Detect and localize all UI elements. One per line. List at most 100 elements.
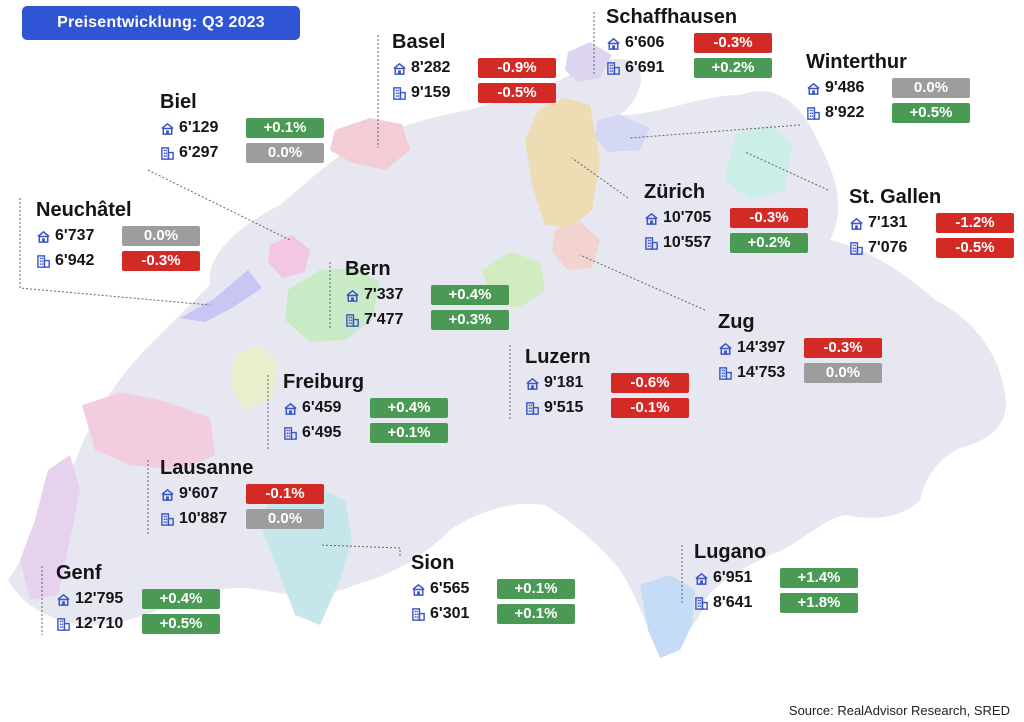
city-label-neuch-tel: Neuchâtel 6'737 0.0% 6'942 -0.3% <box>36 198 200 272</box>
city-label-bern: Bern 7'337 +0.4% 7'477 +0.3% <box>345 257 509 331</box>
apartment-change-badge: -0.5% <box>478 83 556 103</box>
apartment-price-row: 10'557 <box>644 232 711 254</box>
house-price: 9'486 <box>825 79 865 96</box>
city-name: Freiburg <box>283 371 365 393</box>
apartment-price-row: 12'710 <box>56 613 123 635</box>
city-label-sion: Sion 6'565 +0.1% 6'301 +0.1% <box>411 551 575 625</box>
canton-st-gallen <box>268 235 310 278</box>
house-change-badge: -0.1% <box>246 484 324 504</box>
canton-z-rich <box>725 125 792 200</box>
leader-line <box>744 151 829 191</box>
apartment-price-row: 6'691 <box>606 57 737 79</box>
apartment-change-badge: +0.2% <box>694 58 772 78</box>
apartment-price: 6'942 <box>55 252 95 269</box>
house-change-badge: +1.4% <box>780 568 858 588</box>
apartment-building-icon <box>161 146 174 160</box>
house-price-row: 7'131 <box>849 212 941 234</box>
house-price: 6'606 <box>625 34 665 51</box>
house-icon <box>346 289 359 302</box>
house-price-row: 9'486 <box>806 77 907 99</box>
city-label-genf: Genf 12'795 +0.4% 12'710 +0.5% <box>56 561 220 635</box>
house-price-row: 14'397 <box>718 337 785 359</box>
apartment-change-badge: +0.5% <box>142 614 220 634</box>
house-price-row: 10'705 <box>644 207 711 229</box>
city-label-biel: Biel 6'129 +0.1% 6'297 0.0% <box>160 90 324 164</box>
city-label-luzern: Luzern 9'181 -0.6% 9'515 -0.1% <box>525 345 689 419</box>
city-name: Sion <box>411 552 455 574</box>
house-price: 6'737 <box>55 227 95 244</box>
city-name: Genf <box>56 562 102 584</box>
apartment-price: 8'922 <box>825 104 865 121</box>
city-label-winterthur: Winterthur 9'486 0.0% 8'922 +0.5% <box>806 50 970 124</box>
house-price-row: 8'282 <box>392 57 450 79</box>
city-name: Basel <box>392 31 446 53</box>
apartment-change-badge: -0.5% <box>936 238 1014 258</box>
house-change-badge: -0.9% <box>478 58 556 78</box>
house-icon <box>161 488 174 501</box>
apartment-building-icon <box>850 241 863 255</box>
house-change-badge: 0.0% <box>892 78 970 98</box>
apartment-price-row: 10'887 <box>160 508 253 530</box>
house-change-badge: +0.1% <box>497 579 575 599</box>
city-name: Zug <box>718 311 755 333</box>
city-label-lausanne: Lausanne 9'607 -0.1% 10'887 0.0% <box>160 456 324 530</box>
apartment-building-icon <box>645 236 658 250</box>
house-price-row: 6'459 <box>283 397 364 419</box>
apartment-change-badge: +0.2% <box>730 233 808 253</box>
apartment-price-row: 8'641 <box>694 592 766 614</box>
apartment-change-badge: 0.0% <box>804 363 882 383</box>
house-price: 6'459 <box>302 399 342 416</box>
leader-lines <box>19 12 829 635</box>
canton-genf <box>640 575 695 658</box>
leader-line <box>319 544 401 556</box>
house-price-row: 6'606 <box>606 32 737 54</box>
apartment-price-row: 6'495 <box>283 422 364 444</box>
apartment-price-row: 9'515 <box>525 397 591 419</box>
apartment-change-badge: +0.1% <box>370 423 448 443</box>
apartment-change-badge: +0.5% <box>892 103 970 123</box>
house-price-row: 9'607 <box>160 483 253 505</box>
apartment-building-icon <box>284 426 297 440</box>
leader-line <box>579 254 706 311</box>
apartment-price-row: 7'477 <box>345 309 403 331</box>
apartment-change-badge: 0.0% <box>246 143 324 163</box>
canton-shapes <box>20 42 792 658</box>
house-price: 9'607 <box>179 485 219 502</box>
city-label-freiburg: Freiburg 6'459 +0.4% 6'495 +0.1% <box>283 370 448 444</box>
house-price: 7'131 <box>868 214 908 231</box>
house-price: 10'705 <box>663 209 712 226</box>
city-name: Lugano <box>694 541 767 563</box>
canton-freiburg <box>230 345 278 410</box>
apartment-change-badge: +0.1% <box>497 604 575 624</box>
apartment-price: 6'495 <box>302 424 342 441</box>
house-icon <box>850 217 863 230</box>
apartment-price-row: 6'301 <box>411 603 469 625</box>
house-change-badge: +0.1% <box>246 118 324 138</box>
house-icon <box>37 230 50 243</box>
canton-sion <box>20 455 80 600</box>
house-icon <box>526 377 539 390</box>
source-note: Source: RealAdvisor Research, SRED <box>788 703 1010 718</box>
house-price-row: 6'951 <box>694 567 766 589</box>
city-label-schaffhausen: Schaffhausen 6'606 -0.3% 6'691 +0.2% <box>606 5 772 79</box>
city-label-zug: Zug 14'397 -0.3% 14'753 0.0% <box>718 310 882 384</box>
apartment-building-icon <box>393 86 406 100</box>
house-change-badge: +0.4% <box>142 589 220 609</box>
apartment-change-badge: +0.3% <box>431 310 509 330</box>
house-price-row: 6'565 <box>411 578 469 600</box>
apartment-price: 6'297 <box>179 144 219 161</box>
apartment-price: 10'887 <box>179 510 228 527</box>
apartment-price: 8'641 <box>713 594 753 611</box>
apartment-change-badge: 0.0% <box>246 509 324 529</box>
canton-schaffhausen <box>565 42 612 82</box>
house-price: 7'337 <box>364 286 404 303</box>
house-icon <box>393 62 406 75</box>
house-icon <box>719 342 732 355</box>
apartment-price-row: 9'159 <box>392 82 450 104</box>
house-price: 14'397 <box>737 339 786 356</box>
canton-biel <box>525 98 600 228</box>
apartment-building-icon <box>807 106 820 120</box>
house-price: 9'181 <box>544 374 584 391</box>
house-price-row: 7'337 <box>345 284 403 306</box>
apartment-price: 7'076 <box>868 239 908 256</box>
